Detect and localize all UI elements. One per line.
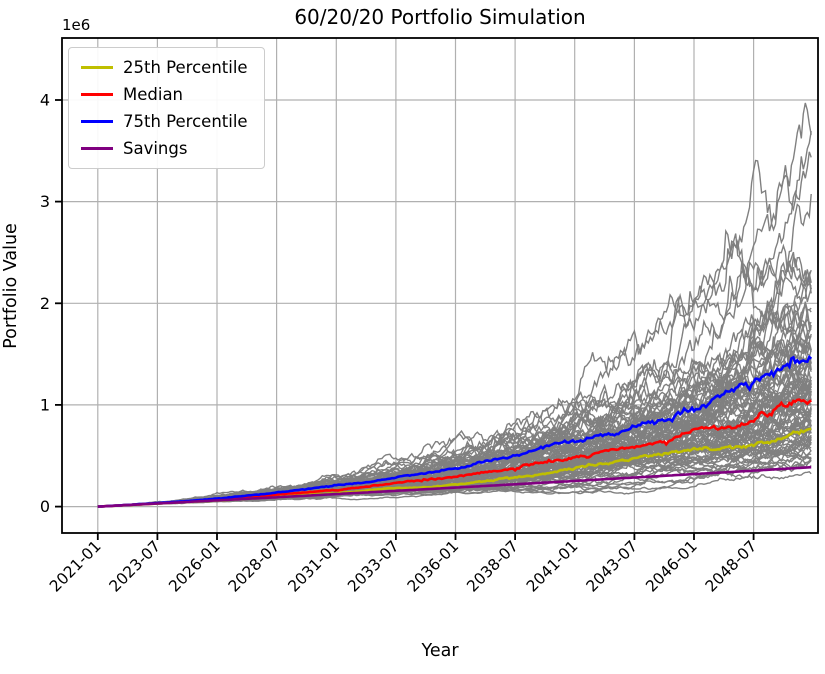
simulation-path xyxy=(97,228,812,508)
y-tick-label: 0 xyxy=(40,497,50,516)
y-tick-label: 3 xyxy=(40,192,50,211)
x-tick-label: 2023-07 xyxy=(106,537,165,596)
legend: 25th Percentile Median 75th Percentile Savi… xyxy=(68,47,265,169)
x-tick-label: 2031-01 xyxy=(285,537,344,596)
x-tick-label: 2026-01 xyxy=(165,537,224,596)
y-tick-label: 1 xyxy=(40,395,50,414)
savings-line xyxy=(97,465,812,508)
legend-line-swatch xyxy=(81,93,113,96)
x-tick-label: 2028-07 xyxy=(225,537,284,596)
x-tick-label: 2021-01 xyxy=(46,537,105,596)
x-tick-label: 2038-07 xyxy=(463,537,522,596)
legend-label: Savings xyxy=(123,139,188,158)
y-axis-label: Portfolio Value xyxy=(1,223,21,349)
axes-spines xyxy=(61,37,819,534)
x-tick-label: 2046-01 xyxy=(642,537,701,596)
y-tick-labels: 0 1 2 3 4 xyxy=(40,91,50,517)
legend-line-swatch xyxy=(81,120,113,123)
x-tick-label: 2048-07 xyxy=(702,537,761,596)
x-tick-label: 2041-01 xyxy=(523,537,582,596)
x-tick-labels: 2021-01 2023-07 2026-01 2028-07 2031-01 2033-… xyxy=(46,537,760,596)
x-axis-label: Year xyxy=(420,641,459,661)
legend-item: 25th Percentile xyxy=(81,58,248,77)
legend-item: 75th Percentile xyxy=(81,112,248,131)
legend-label: 75th Percentile xyxy=(123,112,248,131)
legend-label: 25th Percentile xyxy=(123,58,248,77)
75th-percentile-line xyxy=(97,354,813,508)
summary-lines xyxy=(97,354,813,508)
legend-line-swatch xyxy=(81,147,113,150)
x-tick-label: 2033-07 xyxy=(344,537,403,596)
legend-line-swatch xyxy=(81,66,113,69)
legend-item: Savings xyxy=(81,139,248,158)
x-tick-label: 2043-07 xyxy=(583,537,642,596)
y-tick-label: 4 xyxy=(40,91,50,110)
legend-label: Median xyxy=(123,85,184,104)
y-tick-label: 2 xyxy=(40,294,50,313)
y-axis-offset-label: 1e6 xyxy=(62,16,90,34)
legend-item: Median xyxy=(81,85,248,104)
x-tick-label: 2036-01 xyxy=(404,537,463,596)
tick-marks xyxy=(55,99,755,540)
chart-title: 60/20/20 Portfolio Simulation xyxy=(294,5,585,29)
